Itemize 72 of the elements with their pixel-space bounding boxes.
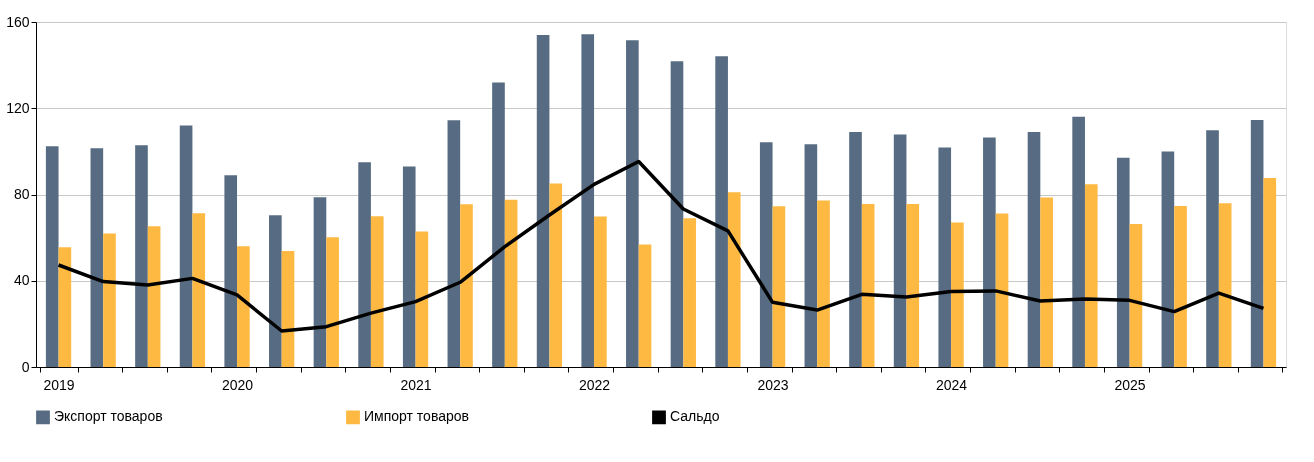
bar (1040, 197, 1053, 367)
legend-label: Сальдо (670, 408, 720, 425)
bar (1129, 224, 1143, 367)
bar (1263, 177, 1277, 367)
bar (772, 206, 786, 367)
legend-label: Импорт товаров (364, 408, 469, 425)
bar (951, 222, 964, 367)
bar (447, 120, 461, 367)
bar (358, 162, 371, 367)
bar (549, 183, 563, 367)
bar (415, 231, 429, 367)
bar (237, 246, 250, 367)
x-tick-label: 2020 (221, 376, 254, 393)
x-tick-label: 2019 (43, 376, 75, 393)
bar (938, 147, 952, 367)
x-tick-label: 2021 (400, 376, 432, 393)
bar (638, 244, 652, 367)
bar (727, 192, 741, 367)
bar (45, 146, 59, 367)
bar (1072, 116, 1085, 367)
bar (504, 199, 518, 367)
bar (58, 247, 72, 367)
bar (1206, 130, 1219, 367)
bar (906, 203, 920, 367)
bar (460, 204, 473, 367)
bar (995, 213, 1009, 367)
bar (536, 34, 550, 367)
bar (817, 200, 830, 367)
x-tick-label: 2024 (936, 376, 968, 393)
bar (683, 218, 696, 367)
bar (1174, 205, 1187, 367)
bar (804, 144, 818, 367)
bar (849, 131, 862, 367)
bar (861, 203, 875, 367)
bar (269, 215, 282, 367)
bar (326, 237, 339, 367)
y-tick-label: 80 (13, 186, 30, 202)
bar (626, 40, 639, 367)
bar (224, 175, 238, 367)
bar (402, 166, 416, 367)
bar (370, 216, 384, 367)
bar (983, 137, 996, 367)
x-tick-label: 2025 (1114, 376, 1146, 393)
bar (893, 134, 907, 367)
bar (1027, 131, 1041, 367)
bar (103, 233, 116, 367)
bar (670, 61, 684, 367)
bar (147, 226, 161, 367)
bar (313, 197, 327, 367)
bar (281, 250, 295, 367)
bar (90, 148, 104, 367)
bar (581, 34, 595, 367)
legend-label: Экспорт товаров (54, 408, 163, 425)
bar (759, 142, 773, 367)
bar (1116, 157, 1130, 367)
bar (1084, 184, 1098, 367)
x-tick-label: 2022 (578, 376, 611, 393)
bar (179, 125, 193, 367)
y-tick-label: 120 (6, 99, 30, 116)
bar (594, 216, 607, 367)
x-tick-label: 2023 (757, 376, 789, 393)
y-tick-label: 160 (6, 13, 30, 30)
line-series (56, 159, 1266, 333)
y-tick-label: 0 (21, 358, 30, 375)
bar (1161, 151, 1175, 367)
y-tick-label: 40 (13, 272, 30, 289)
bar (1218, 203, 1232, 367)
bar (192, 213, 206, 367)
bar (1250, 119, 1264, 367)
bar (492, 82, 505, 367)
bar (135, 145, 148, 367)
bar (715, 56, 728, 367)
